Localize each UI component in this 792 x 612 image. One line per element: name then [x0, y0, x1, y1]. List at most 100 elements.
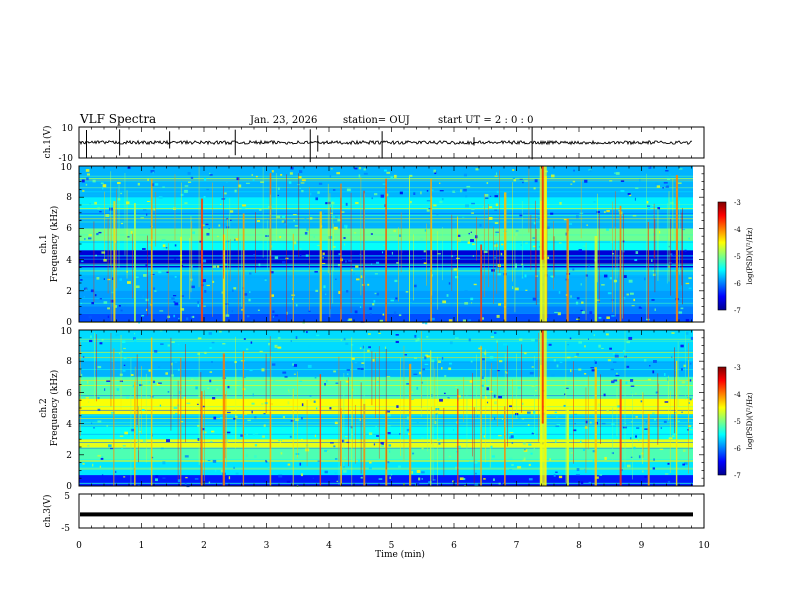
ch2-spec-speck-427 [340, 339, 342, 342]
ch1-spec-burst-4 [200, 198, 204, 322]
ch1-freq-tick-10: 10 [61, 163, 73, 173]
ch1-spec-speck-492 [426, 190, 429, 192]
ch1-spec-burst-9 [319, 211, 322, 322]
ch2-freq-tick-0: 0 [66, 482, 72, 492]
ch1-spec-speck-397 [464, 290, 468, 292]
ch2-spec-speck-278 [388, 444, 392, 447]
ch2-spec-speck-395 [553, 359, 556, 362]
ch1-spec-speck-520 [652, 269, 655, 272]
ch2-spec-speck-615 [277, 346, 282, 349]
ch1-spec-burst-22 [619, 205, 622, 322]
ch1-spec-speck-642 [258, 263, 261, 267]
ch2-spec-speck-7 [453, 429, 455, 431]
ch1-spec-speck-510 [317, 244, 321, 246]
ch2-spec-speck-393 [130, 428, 135, 432]
ch1-spec-speck-333 [559, 201, 562, 205]
ch1-spec-speck-617 [423, 262, 427, 264]
ch1-spec-speck-352 [593, 201, 596, 203]
ch2-spec-streak-28 [338, 356, 340, 462]
ch1-spec-streak-82 [327, 183, 329, 274]
ch1-ytick-top: 10 [62, 124, 74, 134]
ch2-spec-speck-600 [601, 422, 606, 425]
ch1-spec-speck-58 [563, 219, 568, 221]
ch1-spec-speck-16 [547, 256, 550, 259]
ch2-spec-streak-37 [96, 334, 97, 402]
ch2-spec-burst-1 [134, 381, 136, 486]
ch1-spec-speck-9 [223, 263, 228, 265]
ch2-spec-speck-301 [162, 461, 166, 465]
ch1-spec-speck-203 [401, 250, 403, 253]
ch2-spec-speck-609 [263, 413, 266, 415]
ch2-spec-speck-557 [161, 447, 164, 450]
ch1-spec-streak-64 [528, 168, 530, 233]
ch1-spec-speck-298 [246, 315, 250, 318]
ch1-spec-streak-63 [646, 173, 647, 321]
ch3-waveform-trace [80, 512, 693, 517]
ch2-spec-streak-64 [489, 368, 491, 468]
ch1-spec-speck-345 [651, 204, 656, 206]
ch2-spec-speck-452 [574, 423, 576, 425]
ch1-spec-speck-224 [533, 221, 536, 225]
ch1-spec-speck-199 [393, 229, 397, 233]
ch1-spec-speck-364 [186, 317, 189, 321]
ch2-spec-streak-76 [463, 376, 465, 422]
ch2-spec-speck-184 [617, 405, 621, 408]
ch2-spec-speck-488 [309, 398, 312, 402]
ch2-spec-speck-104 [644, 359, 647, 362]
ch1-spec-speck-366 [576, 318, 580, 320]
ch2-spec-speck-379 [584, 345, 586, 348]
ch1-spec-streak-27 [535, 228, 537, 305]
ch1-spec-speck-226 [274, 256, 279, 260]
ch1-spec-speck-257 [202, 279, 206, 283]
time-tick-1: 1 [139, 541, 145, 551]
ch2-spec-speck-520 [196, 403, 199, 405]
ch1-spec-speck-10 [81, 179, 85, 183]
ch1-spectrogram-ylabel-line1: ch.1 [39, 234, 49, 253]
ch1-spec-speck-573 [448, 319, 453, 323]
ch1-spec-speck-423 [606, 228, 609, 231]
ch1-spec-speck-342 [453, 268, 457, 271]
ch1-spec-speck-580 [82, 190, 85, 192]
ch1-spec-speck-359 [130, 230, 133, 234]
ch1-spec-speck-82 [463, 188, 467, 192]
ch1-spec-speck-51 [209, 174, 213, 176]
ch1-spec-speck-233 [304, 231, 308, 235]
ch2-spec-speck-288 [243, 338, 246, 340]
ch2-spec-streak-67 [360, 382, 362, 474]
ch1-spec-speck-517 [665, 170, 669, 172]
ch1-spec-burst-16 [480, 244, 483, 322]
ch2-spec-speck-276 [527, 411, 531, 414]
ch1-spec-speck-437 [570, 183, 573, 185]
ch1-spec-speck-20 [466, 185, 471, 188]
ch1-spec-speck-8 [532, 245, 536, 248]
ch2-spec-speck-569 [209, 379, 212, 383]
ch2-spec-speck-254 [313, 400, 316, 403]
ch2-spec-streak-41 [491, 362, 492, 422]
ch1-spec-speck-623 [285, 257, 289, 260]
ch2-spec-speck-294 [293, 364, 298, 367]
ch2-spec-speck-157 [157, 366, 161, 369]
ch2-spec-speck-322 [345, 342, 349, 345]
ch2-spec-streak-5 [136, 354, 138, 426]
ch2-spec-speck-444 [87, 444, 90, 447]
ch2-spec-speck-165 [254, 455, 257, 458]
ch1-spec-speck-22 [374, 292, 377, 295]
ch1-cbar-tick-m3: -3 [734, 199, 741, 207]
ch2-spec-speck-27 [556, 424, 561, 427]
ch1-spec-speck-302 [446, 294, 449, 297]
ch1-spec-speck-270 [177, 317, 180, 320]
ch2-spec-streak-56 [270, 356, 272, 460]
ch2-spec-speck-616 [312, 477, 315, 479]
ch1-spec-speck-425 [243, 293, 248, 296]
ch1-spec-speck-530 [514, 233, 518, 236]
ch1-spec-speck-246 [512, 286, 514, 290]
ch2-spec-speck-151 [227, 411, 231, 414]
ch2-spec-speck-98 [360, 476, 363, 479]
ch2-spec-speck-398 [121, 350, 123, 353]
ch1-spec-speck-509 [627, 193, 631, 195]
ch2-spec-speck-510 [475, 472, 477, 475]
ch2-spec-speck-591 [122, 369, 126, 372]
ch1-spec-speck-363 [633, 298, 636, 302]
ch2-spec-speck-332 [260, 407, 264, 410]
ch1-spec-streak-67 [241, 240, 243, 307]
